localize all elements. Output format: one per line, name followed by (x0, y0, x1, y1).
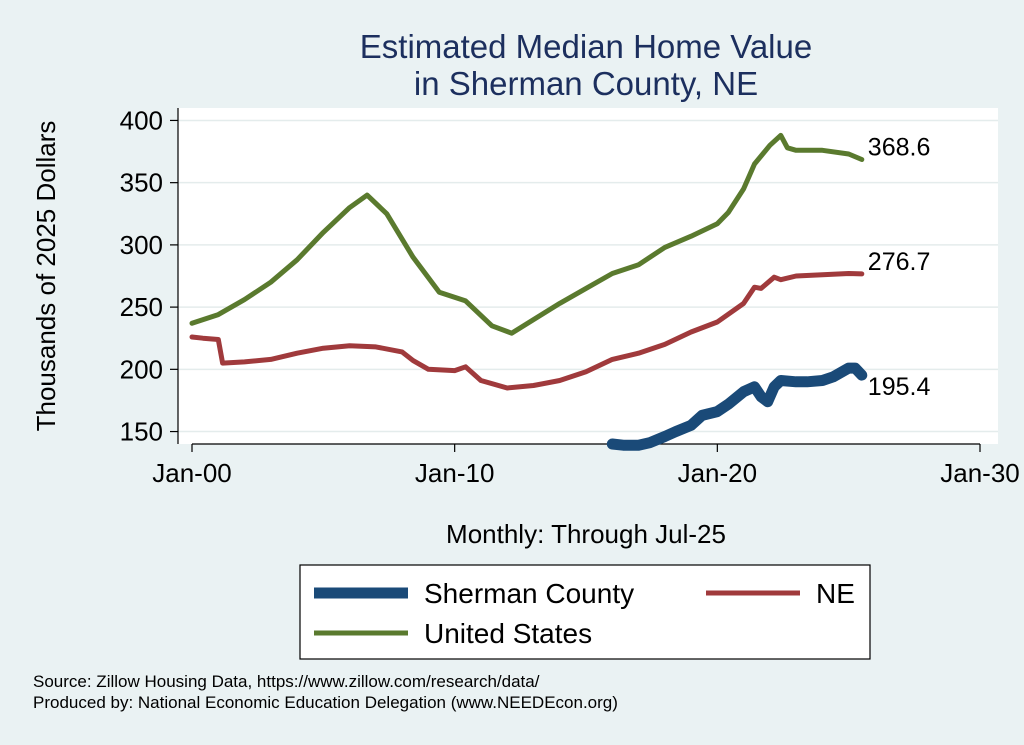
end-label-sherman-county: 195.4 (868, 373, 931, 401)
x-tick-label: Jan-10 (415, 458, 495, 488)
y-tick-label: 200 (120, 354, 163, 384)
x-tick-label: Jan-00 (152, 458, 232, 488)
series-line-ne (189, 271, 865, 391)
series-line-sherman-county (606, 362, 868, 451)
x-tick-label: Jan-20 (678, 458, 758, 488)
axes: 150 200 250 300 350 400 Jan-00 Jan-10 Jan-20 Jan-… (120, 105, 1020, 488)
producer-note: Produced by: National Economic Education… (33, 693, 618, 712)
legend: Sherman County NE United States (299, 564, 871, 660)
y-tick-label: 400 (120, 105, 163, 135)
source-note: Source: Zillow Housing Data, https://www… (33, 672, 540, 691)
end-labels: 195.4 276.7 368.6 (868, 134, 931, 402)
end-label-united-states: 368.6 (868, 134, 931, 162)
series-lines (189, 132, 868, 451)
chart-title-line2: in Sherman County, NE (414, 65, 758, 102)
y-tick-label: 350 (120, 168, 163, 198)
y-tick-label: 150 (120, 417, 163, 447)
legend-label-ne: NE (816, 578, 855, 609)
y-axis-title: Thousands of 2025 Dollars (31, 121, 61, 432)
x-tick-label: Jan-30 (940, 458, 1020, 488)
chart-title-line1: Estimated Median Home Value (360, 28, 812, 65)
series-line-united-states (189, 132, 865, 336)
x-axis-title: Monthly: Through Jul-25 (446, 519, 726, 549)
legend-label-sherman: Sherman County (424, 578, 634, 609)
y-tick-label: 300 (120, 230, 163, 260)
legend-box (299, 564, 871, 660)
y-tick-label: 250 (120, 292, 163, 322)
end-label-ne: 276.7 (868, 248, 931, 276)
legend-label-us: United States (424, 618, 592, 649)
